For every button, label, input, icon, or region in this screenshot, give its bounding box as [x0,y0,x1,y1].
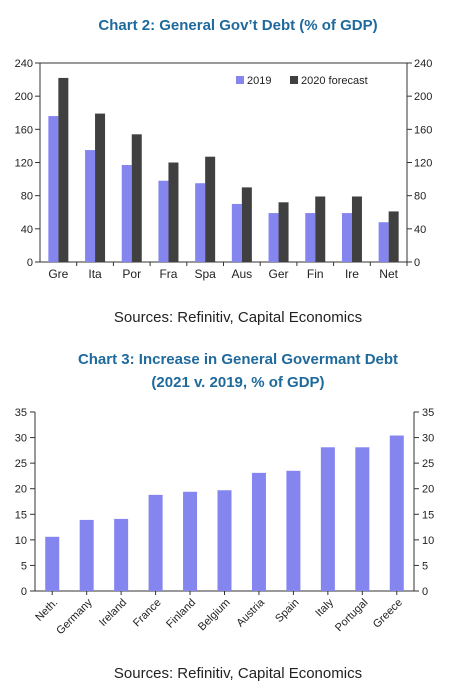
chart2-bar-2020-fin [315,196,326,262]
chart3-bar-greece [389,435,404,591]
chart2-legend-label-1: 2020 forecast [301,75,368,87]
chart2-bar-2020-aus [241,187,252,262]
chart2-ytick-label-right: 240 [414,58,432,70]
chart3-ytick-label-left: 30 [15,433,27,445]
chart2-ytick-label-left: 40 [21,224,33,236]
chart3-xtick-label: Germany [54,596,95,637]
chart2-xtick-label: Net [379,267,398,281]
chart3-ytick-label-right: 25 [422,458,434,470]
chart3-plot: 0 0 5 5 10 10 15 15 20 20 25 25 30 30 35 35 Neth.Germany… [15,407,435,637]
chart3-ytick-label-right: 0 [422,586,428,598]
chart2-legend-swatch-0 [236,76,244,84]
chart2-bar-2020-ita [95,113,106,263]
chart2-ytick-label-left: 160 [15,124,33,136]
chart2-ytick-label-right: 120 [414,158,432,170]
chart3-bar-italy [320,447,335,591]
chart2-bar-2020-ire [351,196,362,262]
chart3-ytick-label-left: 10 [15,535,27,547]
chart3-bar-spain [286,470,301,591]
chart2-ytick-label-left: 120 [15,158,33,170]
chart2-ytick-label-right: 40 [414,224,426,236]
chart3-bar-germany [79,519,94,591]
chart2-bar-2019-ire [341,213,352,262]
chart3-bar-austria [251,472,266,591]
chart3-xtick-label: Finland [164,597,198,631]
chart2-bar-2019-gre [48,116,59,262]
chart2-legend-label-0: 2019 [247,75,271,87]
chart2-ytick-label-right: 80 [414,191,426,203]
chart3-bar-ireland [114,518,129,591]
chart3-xtick-label: Portugal [333,597,370,634]
chart2-bar-2020-gre [58,77,69,262]
chart3-ytick-label-left: 15 [15,509,27,521]
chart3-xtick-label: Belgium [196,597,233,634]
chart2-bar-2019-ger [268,213,279,262]
chart3-source: Sources: Refinitiv, Capital Economics [113,665,363,682]
chart2-xtick-label: Por [122,267,141,281]
chart2-xtick-label: Spa [194,267,216,281]
chart2-bar-2020-por [131,134,142,262]
chart2-xtick-label: Ger [269,267,289,281]
chart2-ytick-label-left: 0 [27,257,33,269]
chart3-ytick-label-right: 20 [422,484,434,496]
chart2-xtick-label: Aus [232,267,253,281]
chart2-bar-2020-fra [168,162,179,262]
chart2-bar-2020-ger [278,202,289,262]
chart2-ytick-label-left: 80 [21,191,33,203]
chart2-bar-2019-por [121,164,132,262]
chart2-title: Chart 2: General Gov’t Debt (% of GDP) [98,17,378,34]
chart3-ytick-label-right: 15 [422,509,434,521]
chart3-ytick-label-right: 5 [422,560,428,572]
chart3-xtick-label: Austria [234,596,267,629]
chart3-ytick-label-left: 25 [15,458,27,470]
chart2-bar-2019-aus [231,203,242,262]
chart2-bar-2019-net [378,222,389,262]
chart3-bar-finland [183,491,198,591]
chart3-ytick-label-left: 20 [15,484,27,496]
chart2-xtick-label: Ire [345,267,359,281]
chart3-bar-france [148,494,163,591]
chart2-bar-2019-spa [195,183,206,262]
chart2-bar-2019-fin [305,213,316,262]
chart2-xtick-label: Ita [88,267,102,281]
chart3-xtick-label: Italy [313,596,336,619]
chart3-bar-neth [45,536,60,591]
chart2-legend-swatch-1 [290,76,298,84]
chart2-ytick-label-left: 240 [15,58,33,70]
chart2-bar-2019-ita [85,150,96,262]
chart3-ytick-label-right: 35 [422,407,434,419]
chart3-title-line1: Chart 3: Increase in General Govermant D… [77,351,399,368]
chart2-bar-2020-spa [205,156,216,262]
chart3-ytick-label-left: 5 [21,560,27,572]
chart2-ytick-label-right: 200 [414,91,432,103]
chart2-xtick-label: Gre [48,267,68,281]
chart2-ytick-label-right: 0 [414,257,420,269]
chart2-xtick-label: Fin [307,267,324,281]
chart3-ytick-label-right: 10 [422,535,434,547]
chart3-ytick-label-left: 35 [15,407,27,419]
chart3-xtick-label: Spain [273,597,301,625]
chart3-bar-portugal [355,447,370,591]
chart2-source: Sources: Refinitiv, Capital Economics [113,309,363,326]
chart2-ytick-label-right: 160 [414,124,432,136]
chart3-xtick-label: Ireland [97,597,129,629]
chart2-xtick-label: Fra [159,267,177,281]
chart2-ytick-label-left: 200 [15,91,33,103]
chart2-bar-2020-net [388,211,399,262]
chart3-xtick-label: France [131,597,164,630]
chart3-ytick-label-left: 0 [21,586,27,598]
chart3-xtick-label: Neth. [33,597,60,624]
chart3-xtick-label: Greece [371,597,405,631]
chart2-bar-2019-fra [158,180,169,262]
chart3-ytick-label-right: 30 [422,433,434,445]
chart2-plot: 0 0 40 40 80 80 120 120 160 160 200 200 240 240 Gre Ita… [15,58,433,281]
chart3-title-line2: (2021 v. 2019, % of GDP) [151,374,325,391]
chart3-bar-belgium [217,490,232,591]
